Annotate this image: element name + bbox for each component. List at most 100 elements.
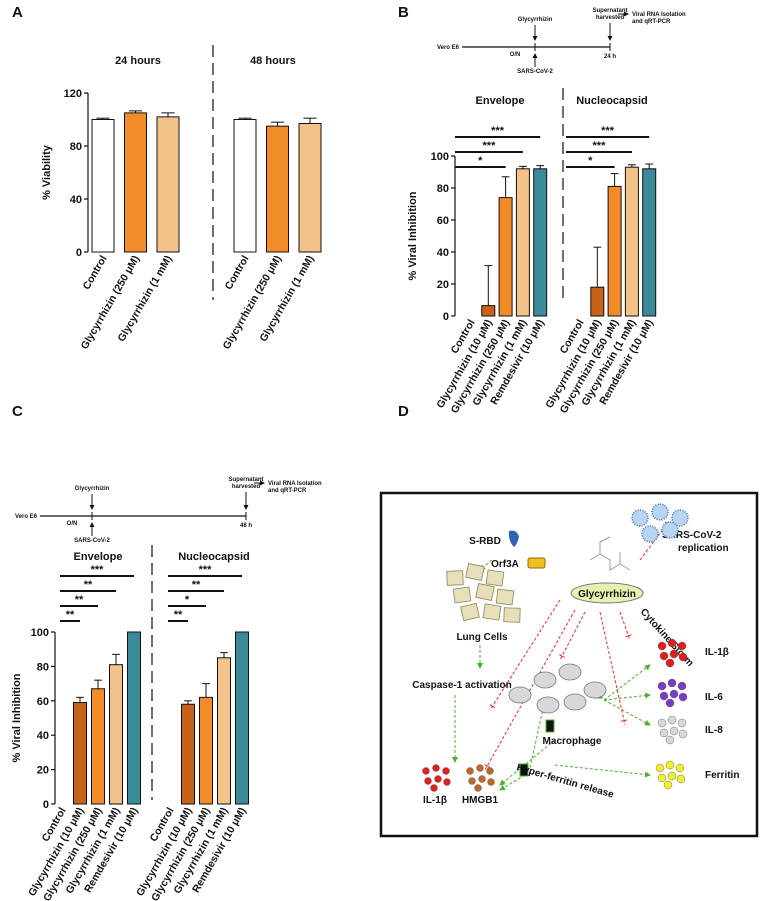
cell (466, 767, 474, 775)
y-tick-label: 80 (70, 141, 82, 153)
result: and qRT-PCR (632, 19, 671, 25)
significance-label: ** (66, 609, 75, 621)
cell (669, 649, 679, 659)
cell (669, 689, 679, 699)
arrow (554, 764, 651, 778)
error-bar (645, 163, 654, 169)
time: 48 h (240, 523, 252, 529)
significance-label: * (478, 155, 483, 167)
error-bar (112, 653, 120, 665)
y-tick-label: 80 (37, 661, 49, 673)
x-tick-label: Control (223, 253, 252, 291)
incubation: O/N (67, 521, 78, 527)
significance-label: *** (483, 140, 497, 152)
diagram-frame (379, 491, 759, 838)
error-bar (484, 265, 493, 306)
significance-label: *** (199, 564, 213, 576)
cell (476, 764, 484, 772)
cell (659, 728, 669, 738)
virus (661, 521, 679, 539)
error-bar (501, 176, 510, 198)
y-tick-label: 60 (437, 215, 449, 227)
significance-label: ** (192, 579, 201, 591)
diagram: Glycyrrhizin SARS-CoV-2 replication S-RB… (379, 491, 759, 838)
x-tick-label: Control (81, 253, 110, 291)
arrow (603, 692, 651, 701)
error-bar (593, 246, 602, 288)
virus-label: SARS-CoV-2 (662, 530, 722, 541)
error-bar (536, 165, 545, 169)
panel-label: C (12, 403, 23, 420)
panel-label: B (398, 4, 409, 21)
bar (199, 696, 213, 805)
y-tick-label: 40 (37, 730, 49, 742)
bar (533, 168, 548, 317)
block-icon (545, 719, 555, 733)
y-axis-label: % Viral Inhibition (11, 673, 23, 762)
s-rbd-icon (508, 530, 519, 547)
arrow (499, 739, 556, 786)
orf3a-icon (527, 557, 546, 569)
error-bar (519, 165, 527, 169)
virus (671, 509, 689, 527)
cell (657, 718, 667, 728)
macrophage-cell (563, 693, 587, 711)
il1b: IL-1β (423, 795, 447, 806)
bar (481, 305, 496, 317)
block-icon (519, 763, 529, 777)
error-bar (610, 173, 619, 187)
error-bar (628, 164, 636, 168)
lung-cell (460, 602, 480, 622)
arrow (489, 599, 561, 711)
bar (156, 116, 180, 253)
cell (678, 692, 688, 702)
macrophage-cell (558, 663, 582, 681)
cell (669, 726, 679, 736)
harvest: harvested (232, 484, 261, 490)
y-axis-label: % Viral Inhibition (407, 191, 419, 280)
bar (235, 631, 249, 805)
cell (487, 778, 495, 786)
molecule (589, 536, 631, 571)
cell (667, 678, 677, 688)
bar (109, 664, 123, 805)
error-bar (303, 117, 317, 124)
infection: SARS-CoV-2 (517, 69, 553, 75)
macrophage-cell (508, 686, 532, 704)
virus (631, 509, 649, 527)
bar (515, 168, 530, 317)
bar (590, 286, 605, 317)
significance-label: *** (491, 125, 505, 137)
il1b: IL-1β (705, 647, 729, 658)
lung-cell (475, 583, 495, 601)
s-rbd: S-RBD (469, 536, 501, 547)
virus-label: replication (678, 543, 729, 554)
cell (655, 763, 665, 773)
cell (677, 718, 687, 728)
bar (498, 197, 513, 317)
chart-title: Nucleocapsid (178, 551, 250, 563)
y-tick-label: 0 (76, 247, 82, 259)
arrow (603, 699, 651, 726)
cell (468, 777, 476, 785)
cell (659, 651, 669, 661)
y-tick-label: 40 (437, 247, 449, 259)
treatment: Glycyrrhizin (518, 17, 553, 23)
y-tick-label: 100 (431, 151, 449, 163)
harvest: harvested (596, 15, 625, 21)
il8: IL-8 (705, 725, 723, 736)
cell (677, 681, 687, 691)
result: and qRT-PCR (268, 488, 307, 494)
infection: SARS-CoV-2 (74, 538, 110, 544)
bar (266, 125, 289, 253)
error-bar (184, 700, 192, 705)
cell (667, 715, 677, 725)
chart-title: Envelope (74, 551, 123, 563)
chart-title: Envelope (476, 95, 525, 107)
y-tick-label: 20 (437, 279, 449, 291)
y-tick-label: 40 (70, 194, 82, 206)
error-bar (202, 683, 210, 698)
arrow (479, 559, 493, 571)
error-bar (220, 652, 228, 658)
cell-line: Vero E6 (15, 514, 38, 520)
